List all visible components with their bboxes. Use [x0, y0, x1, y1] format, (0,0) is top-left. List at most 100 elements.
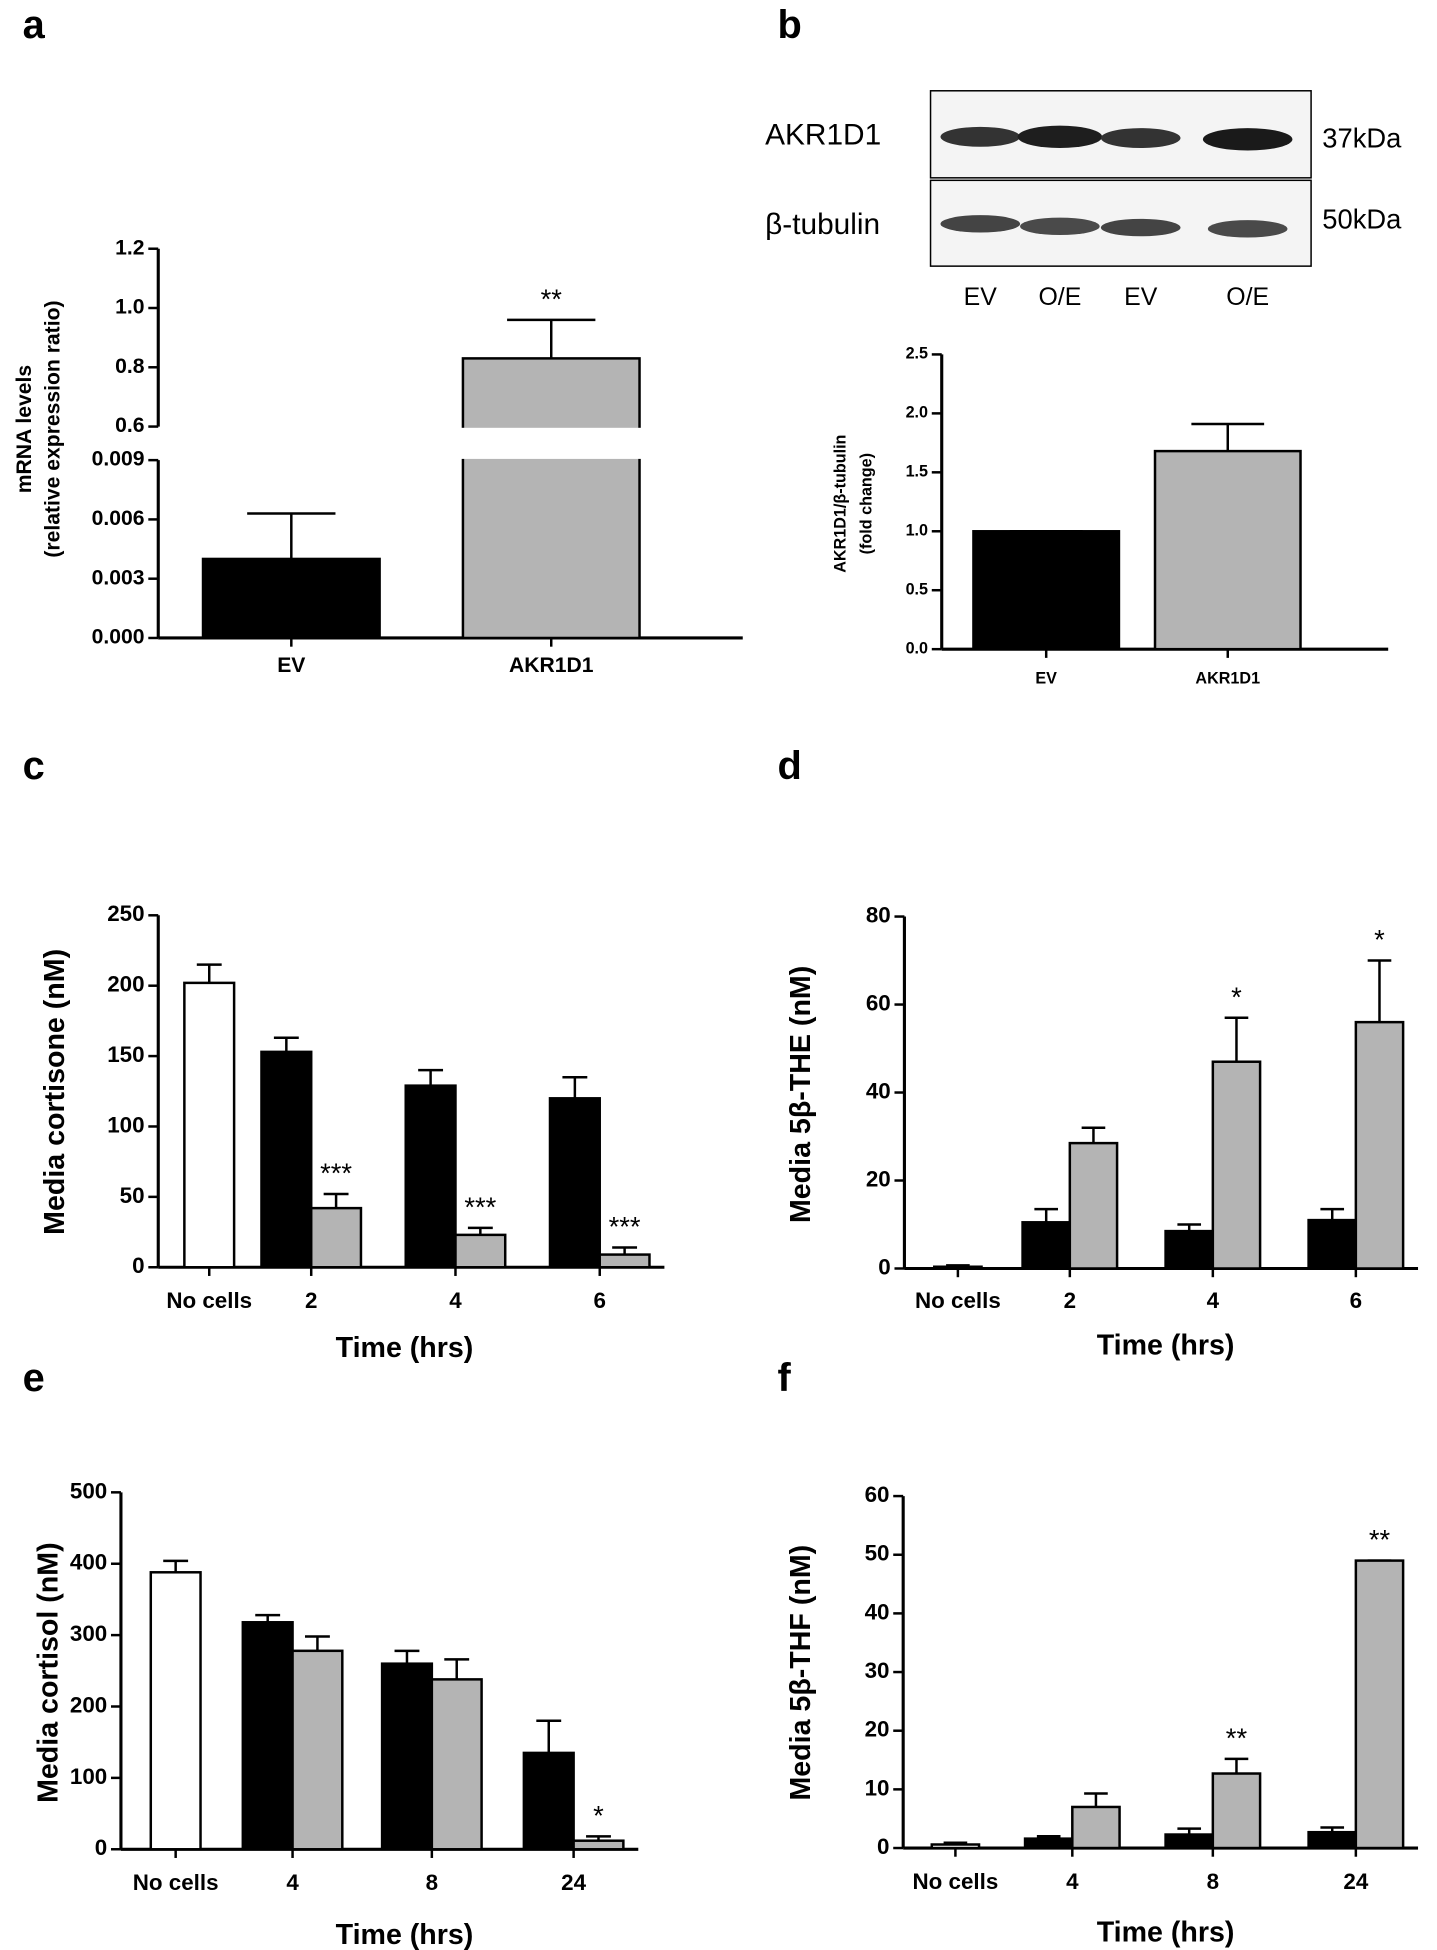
- significance: **: [1226, 1722, 1248, 1753]
- x-tick-label: 2: [1064, 1288, 1076, 1313]
- bar: [201, 557, 381, 640]
- significance: ***: [609, 1211, 641, 1242]
- y-tick-label: 0.000: [92, 626, 145, 649]
- x-tick-label: 6: [1350, 1288, 1362, 1313]
- x-tick-label: 24: [1343, 1869, 1368, 1894]
- y-tick-label: 20: [865, 1717, 890, 1742]
- bar: [1354, 1559, 1405, 1850]
- significance: **: [541, 283, 563, 314]
- x-tick-label: EV: [1035, 669, 1057, 687]
- y-tick-label: 0: [877, 1834, 889, 1859]
- bar: [241, 1621, 294, 1851]
- y-tick-label: 400: [70, 1550, 107, 1575]
- band: [940, 126, 1021, 147]
- lane-label: O/E: [1226, 283, 1269, 311]
- y-tick-label: 0.0: [906, 639, 928, 657]
- y-axis-label: Media cortisol (nM): [33, 1542, 65, 1803]
- bar: [309, 1206, 363, 1269]
- bar: [454, 1233, 507, 1269]
- y-tick-label: 2.0: [906, 404, 928, 422]
- bar: [933, 1265, 983, 1270]
- y-tick-label: 100: [107, 1112, 144, 1137]
- y-tick-label: 0: [95, 1835, 107, 1860]
- y-tick-label: 100: [70, 1764, 107, 1789]
- blot-row-label: β-tubulin: [765, 208, 880, 241]
- y-axis-label: Media 5β-THF (nM): [785, 1545, 817, 1801]
- panel-letter: d: [778, 744, 802, 788]
- y-tick-label: 10: [865, 1775, 890, 1800]
- y-tick-label: 50: [120, 1183, 145, 1208]
- x-tick-label: No cells: [913, 1869, 999, 1894]
- lane-label: EV: [964, 283, 998, 311]
- y-tick-label: 50: [865, 1541, 890, 1566]
- bar: [1023, 1837, 1074, 1850]
- y-tick-label: 1.2: [115, 236, 144, 259]
- panel-letter: b: [778, 3, 802, 47]
- band: [1202, 128, 1293, 151]
- significance: *: [1231, 981, 1242, 1012]
- bar: [1071, 1805, 1121, 1850]
- bar: [291, 1649, 344, 1851]
- y-tick-label: 200: [107, 972, 144, 997]
- x-tick-label: 2: [305, 1288, 317, 1313]
- x-tick-label: 4: [1207, 1288, 1220, 1313]
- y-tick-label: 1.0: [115, 296, 144, 319]
- y-axis-label: Media 5β-THE (nM): [785, 966, 817, 1223]
- y-tick-label: 0.8: [115, 355, 145, 378]
- y-tick-label: 300: [70, 1621, 107, 1646]
- band: [1207, 220, 1288, 238]
- bar: [260, 1050, 313, 1269]
- blot-size-label: 37kDa: [1322, 123, 1402, 154]
- lane-label: EV: [1124, 283, 1158, 311]
- y-axis-label: mRNA levels: [13, 365, 36, 493]
- panel-letter: c: [23, 744, 45, 788]
- bar: [1021, 1221, 1072, 1270]
- x-tick-label: 4: [286, 1870, 299, 1895]
- panel-letter: a: [23, 3, 46, 47]
- band: [940, 215, 1021, 233]
- x-tick-label: 24: [561, 1870, 586, 1895]
- y-tick-label: 80: [866, 902, 891, 927]
- x-tick-label: 4: [1066, 1869, 1079, 1894]
- bar: [522, 1751, 575, 1851]
- y-tick-label: 0.006: [92, 507, 145, 530]
- y-tick-label: 60: [865, 1482, 890, 1507]
- y-tick-label: 0.5: [906, 580, 928, 598]
- x-tick-label: EV: [277, 654, 305, 677]
- x-tick-label: No cells: [166, 1288, 252, 1313]
- x-tick-label: No cells: [133, 1870, 219, 1895]
- x-axis-label: Time (hrs): [336, 1332, 474, 1364]
- x-tick-label: No cells: [915, 1288, 1001, 1313]
- y-tick-label: 2.5: [906, 345, 928, 363]
- y-tick-label: 1.0: [906, 522, 928, 540]
- bar: [548, 1097, 601, 1269]
- bar: [1153, 449, 1302, 651]
- bar: [183, 981, 236, 1269]
- y-tick-label: 40: [865, 1599, 890, 1624]
- panel-letter: f: [778, 1356, 792, 1400]
- bar: [1211, 1772, 1262, 1850]
- significance: *: [1374, 924, 1385, 955]
- x-tick-label: 8: [1207, 1869, 1219, 1894]
- y-tick-label: 0.009: [92, 448, 145, 471]
- bar: [461, 357, 641, 640]
- y-tick-label: 150: [107, 1042, 144, 1067]
- significance: ***: [320, 1158, 352, 1189]
- blot-size-label: 50kDa: [1322, 204, 1402, 235]
- y-tick-label: 60: [866, 990, 891, 1015]
- x-axis-label: Time (hrs): [1097, 1916, 1235, 1948]
- band: [1100, 128, 1181, 148]
- bar: [598, 1253, 651, 1269]
- bar: [1068, 1141, 1119, 1270]
- y-tick-label: 1.5: [906, 463, 928, 481]
- y-tick-label: 250: [107, 901, 144, 926]
- x-axis-label: Time (hrs): [336, 1919, 474, 1950]
- panel-letter: e: [23, 1356, 45, 1400]
- bar: [404, 1084, 457, 1269]
- bar: [1307, 1830, 1358, 1850]
- y-tick-label: 0.6: [115, 414, 144, 437]
- bar: [380, 1662, 434, 1851]
- bar: [1354, 1020, 1405, 1270]
